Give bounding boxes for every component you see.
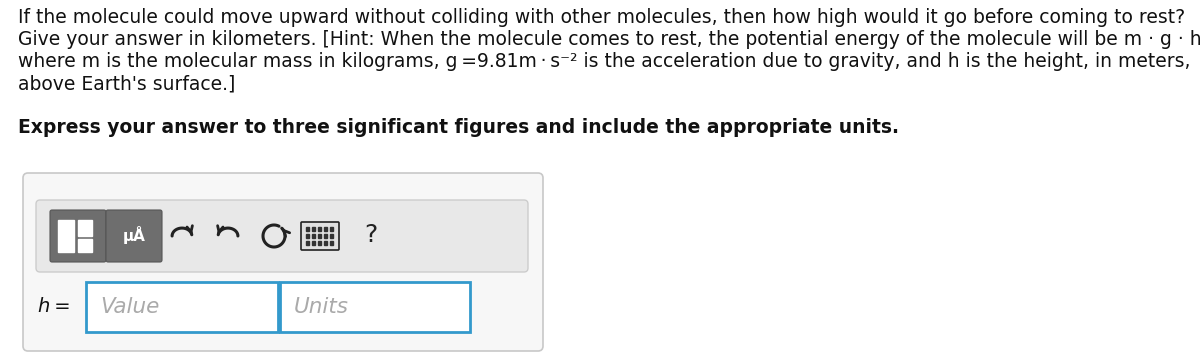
Bar [306, 234, 310, 238]
FancyBboxPatch shape [23, 173, 542, 351]
Bar [78, 220, 92, 236]
Bar [312, 241, 314, 245]
Bar [306, 227, 310, 231]
Bar [324, 234, 326, 238]
Text: h =: h = [38, 297, 71, 317]
Bar [312, 234, 314, 238]
Bar [318, 227, 322, 231]
FancyBboxPatch shape [86, 282, 278, 332]
FancyBboxPatch shape [106, 210, 162, 262]
Text: Units: Units [294, 297, 349, 317]
Text: ?: ? [365, 223, 378, 247]
Bar [306, 241, 310, 245]
Text: Give your answer in kilometers. [Hint: When the molecule comes to rest, the pote: Give your answer in kilometers. [Hint: W… [18, 30, 1200, 49]
FancyBboxPatch shape [36, 200, 528, 272]
Text: Value: Value [100, 297, 160, 317]
Text: where m is the molecular mass in kilograms, g =9.81m · s⁻² is the acceleration d: where m is the molecular mass in kilogra… [18, 52, 1190, 71]
FancyBboxPatch shape [280, 282, 470, 332]
FancyBboxPatch shape [50, 210, 106, 262]
Bar [318, 234, 322, 238]
Bar [58, 220, 74, 252]
Bar [330, 227, 334, 231]
Bar [330, 234, 334, 238]
Bar [324, 227, 326, 231]
FancyBboxPatch shape [301, 222, 340, 250]
Bar [330, 241, 334, 245]
Bar [318, 241, 322, 245]
Bar [312, 227, 314, 231]
Text: If the molecule could move upward without colliding with other molecules, then h: If the molecule could move upward withou… [18, 8, 1186, 27]
Text: Express your answer to three significant figures and include the appropriate uni: Express your answer to three significant… [18, 118, 899, 137]
Text: μÅ: μÅ [122, 226, 145, 244]
Text: above Earth's surface.]: above Earth's surface.] [18, 74, 235, 93]
Bar [78, 239, 92, 252]
Bar [324, 241, 326, 245]
